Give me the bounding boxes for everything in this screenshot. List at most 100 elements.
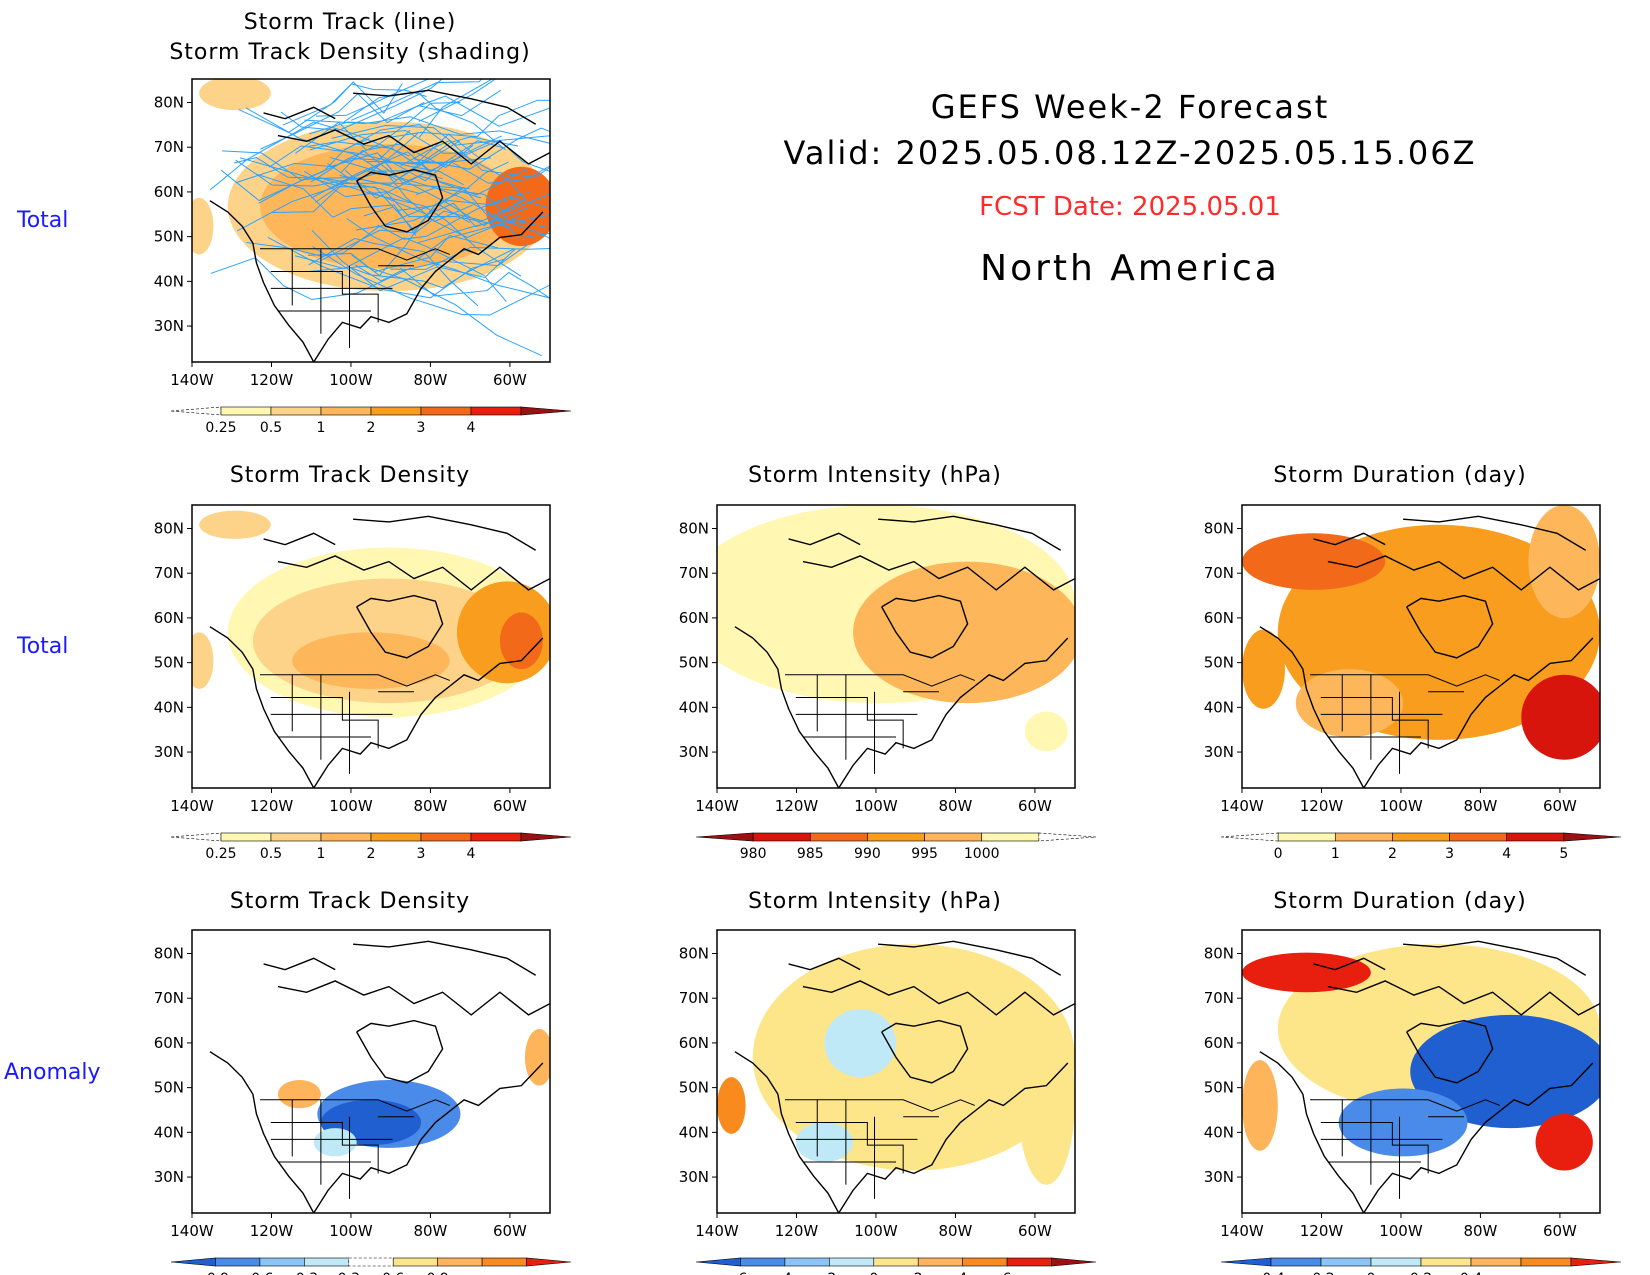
fcst-date: FCST Date: 2025.05.01 [979, 192, 1281, 222]
lat-label: 40N [154, 1123, 184, 1141]
lat-label: 30N [679, 1168, 709, 1186]
colorbar-cell [304, 1257, 350, 1267]
storm-track-line [310, 102, 461, 183]
colorbar-cell [170, 406, 222, 416]
coastline [838, 637, 1069, 788]
colorbar-cell [962, 1257, 1008, 1267]
map-frame [716, 929, 1076, 1214]
storm-track-line [346, 218, 550, 299]
coastline [1327, 980, 1600, 1016]
lon-label: 60W [493, 797, 527, 815]
storm-track-line [260, 93, 425, 150]
storm-track-line [415, 187, 550, 239]
coastline [313, 211, 544, 362]
colorbar-cell [1270, 1257, 1322, 1267]
shade-cell [717, 1077, 746, 1134]
storm-track-line [390, 246, 550, 270]
colorbar-tick-label: -6 [733, 1271, 747, 1275]
colorbar-tick-label: 0.25 [205, 846, 236, 862]
storm-track-line [268, 145, 464, 186]
coastline [263, 532, 336, 546]
lat-label: 60N [1204, 1034, 1234, 1052]
colorbar-cell [873, 1257, 919, 1267]
colorbar-cell [867, 832, 925, 842]
valid-range: Valid: 2025.05.08.12Z-2025.05.15.06Z [783, 134, 1477, 172]
colorbar-cell [1392, 832, 1450, 842]
colorbar-tick-label: 995 [911, 846, 938, 862]
lat-label: 60N [154, 609, 184, 627]
storm-track-line [307, 235, 499, 273]
lon-label: 120W [1300, 1222, 1344, 1240]
shade-cell [795, 1122, 854, 1163]
coastline [356, 168, 444, 233]
lat-label: 80N [154, 519, 184, 537]
colorbar-cell [1038, 832, 1097, 842]
coastline [1363, 1062, 1594, 1213]
storm-track-line [308, 237, 479, 307]
coastline [1403, 515, 1587, 551]
shade-cell [260, 144, 518, 269]
lon-label: 120W [250, 797, 294, 815]
colorbar-cell [1006, 1257, 1052, 1267]
shade-cell [1242, 1060, 1278, 1151]
colorbar-6: -6 -4 -2 0 2 4 6 [695, 1257, 1097, 1275]
lat-label: 30N [154, 1168, 184, 1186]
map-frame [716, 504, 1076, 789]
storm-track-line [280, 79, 443, 131]
coastline [353, 515, 537, 551]
storm-track-line [347, 248, 515, 289]
lon-label: 100W [854, 1222, 898, 1240]
coastline [1310, 674, 1500, 687]
colorbar-cell [320, 832, 372, 842]
lat-label: 50N [1204, 1079, 1234, 1097]
coastline [785, 674, 975, 687]
coastline [270, 1121, 379, 1174]
colorbar-tick-label: 2 [1388, 846, 1397, 862]
storm-track-line [363, 191, 482, 232]
storm-track-line [311, 230, 507, 302]
shade-cell [1528, 505, 1600, 619]
coastline [263, 957, 336, 971]
colorbar-cell [470, 406, 522, 416]
coastline [313, 1062, 544, 1213]
colorbar-tick-label: 2 [914, 1271, 923, 1275]
colorbar-tick-label: -0.4 [1257, 1271, 1284, 1275]
shading [717, 505, 1075, 788]
row-label-total-2: Total [17, 634, 69, 659]
colorbar-tick-label: 4 [467, 846, 476, 862]
colorbar-cell [270, 832, 322, 842]
lon-label: 100W [1379, 1222, 1423, 1240]
storm-track-line [308, 133, 478, 165]
colorbar-cell [1051, 1257, 1097, 1267]
shade-cell [853, 561, 1075, 704]
row-label-total-1: Total [17, 208, 69, 233]
coastline [270, 270, 379, 323]
coastline [1320, 1121, 1429, 1174]
map-panel-5: 80N 70N 60N 50N 40N 30N 140W 120W 100W 80W 60W [154, 929, 551, 1240]
shade-cell [499, 612, 543, 670]
colorbar-tick-label: 4 [958, 1271, 967, 1275]
shade-cell [292, 632, 450, 689]
shade-cell [752, 944, 1075, 1171]
colorbar-tick-label: 5 [1559, 846, 1568, 862]
colorbar-tick-label: -0.3 [291, 1271, 318, 1275]
coastline [881, 1019, 969, 1084]
shade-cell [1521, 674, 1600, 760]
colorbar-tick-label: -0.9 [202, 1271, 229, 1275]
storm-track-line [239, 157, 492, 186]
lon-label: 60W [1018, 797, 1052, 815]
colorbar-2: 0.25 0.5 1 2 3 4 [170, 832, 572, 862]
colorbar-1: 0.25 0.5 1 2 3 4 [170, 406, 572, 436]
colorbar-cell [220, 406, 272, 416]
storm-track-line [417, 213, 550, 260]
storm-track-line [282, 83, 427, 126]
storm-track-line [272, 182, 470, 213]
lon-label: 100W [1379, 797, 1423, 815]
lon-label: 100W [854, 797, 898, 815]
storm-track-line [309, 89, 502, 135]
shade-cell [1242, 629, 1285, 709]
map-panel-2: 80N 70N 60N 50N 40N 30N 140W 120W 100W 80W 60W [154, 504, 551, 815]
coastline [313, 637, 544, 788]
lat-label: 70N [154, 138, 184, 156]
